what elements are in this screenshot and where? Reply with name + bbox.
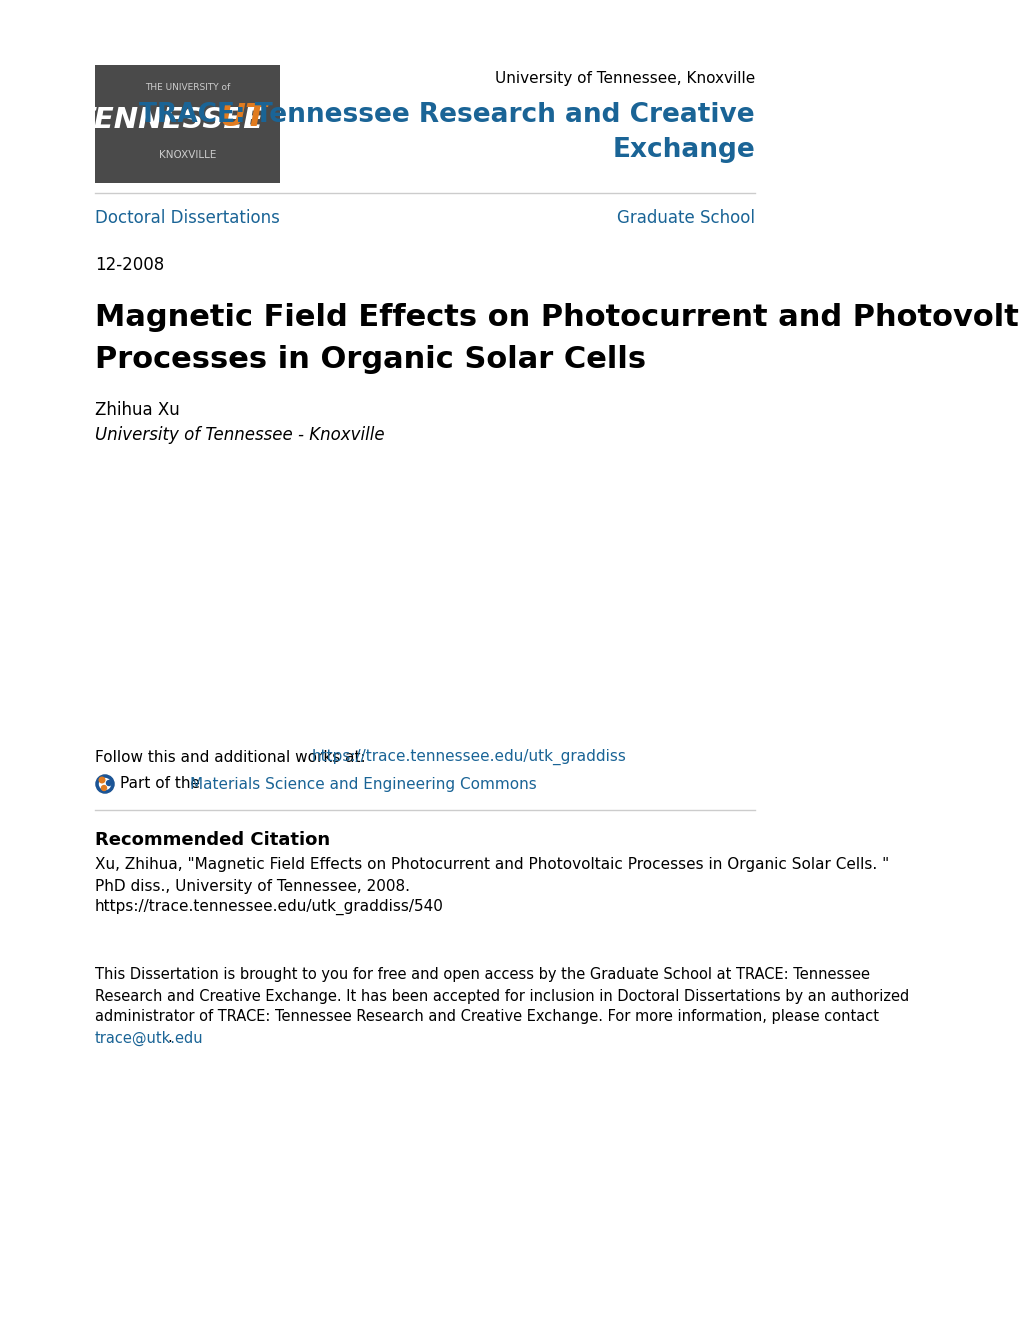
Text: Materials Science and Engineering Commons: Materials Science and Engineering Common… [190,776,536,792]
Text: Xu, Zhihua, "Magnetic Field Effects on Photocurrent and Photovoltaic Processes i: Xu, Zhihua, "Magnetic Field Effects on P… [95,858,889,873]
Text: trace@utk.edu: trace@utk.edu [95,1031,204,1045]
Text: Doctoral Dissertations: Doctoral Dissertations [95,209,279,227]
Circle shape [96,775,114,793]
FancyBboxPatch shape [95,65,280,183]
Text: .: . [167,1031,172,1045]
Circle shape [99,777,105,783]
Text: University of Tennessee - Knoxville: University of Tennessee - Knoxville [95,426,384,444]
Text: Recommended Citation: Recommended Citation [95,832,330,849]
Circle shape [106,780,111,785]
Text: Magnetic Field Effects on Photocurrent and Photovoltaic: Magnetic Field Effects on Photocurrent a… [95,304,1019,333]
Text: Graduate School: Graduate School [616,209,754,227]
Text: PhD diss., University of Tennessee, 2008.: PhD diss., University of Tennessee, 2008… [95,879,410,894]
Text: 12-2008: 12-2008 [95,256,164,275]
Circle shape [100,779,110,789]
Text: Exchange: Exchange [611,137,754,162]
Text: University of Tennessee, Knoxville: University of Tennessee, Knoxville [494,70,754,86]
Text: TRACE: Tennessee Research and Creative: TRACE: Tennessee Research and Creative [140,102,754,128]
Text: Zhihua Xu: Zhihua Xu [95,401,179,418]
Text: Research and Creative Exchange. It has been accepted for inclusion in Doctoral D: Research and Creative Exchange. It has b… [95,989,908,1003]
Text: Processes in Organic Solar Cells: Processes in Organic Solar Cells [95,346,645,375]
Text: https://trace.tennessee.edu/utk_graddiss/540: https://trace.tennessee.edu/utk_graddiss… [95,899,443,915]
Text: KNOXVILLE: KNOXVILLE [159,150,216,160]
Circle shape [102,785,106,791]
Text: Follow this and additional works at:: Follow this and additional works at: [95,750,370,764]
Circle shape [96,775,114,793]
Text: This Dissertation is brought to you for free and open access by the Graduate Sch: This Dissertation is brought to you for … [95,968,869,982]
Text: TENNESSEE: TENNESSEE [74,106,264,135]
Text: administrator of TRACE: Tennessee Research and Creative Exchange. For more infor: administrator of TRACE: Tennessee Resear… [95,1010,878,1024]
Text: THE UNIVERSITY of: THE UNIVERSITY of [145,82,230,91]
Text: https://trace.tennessee.edu/utk_graddiss: https://trace.tennessee.edu/utk_graddiss [311,748,626,766]
Text: Part of the: Part of the [120,776,205,792]
Text: UT: UT [219,103,267,133]
